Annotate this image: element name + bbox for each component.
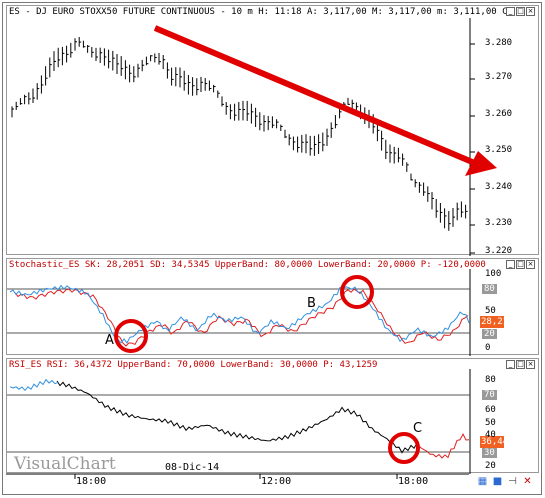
restore-button[interactable]: □ <box>516 7 525 16</box>
stoch-axis-80: 80 <box>482 284 497 294</box>
rsi-chart-svg <box>7 369 504 474</box>
restore-button[interactable]: □ <box>516 260 525 269</box>
rsi-axis-60: 60 <box>485 405 496 415</box>
close-button[interactable]: × <box>526 7 535 16</box>
rsi-value-tag: 36,44 <box>481 437 509 447</box>
stoch-value-tag-bg <box>480 316 504 328</box>
stoch-axis-0: 0 <box>485 343 491 353</box>
close-button[interactable]: × <box>526 360 535 369</box>
rsi-axis-80: 80 <box>485 375 496 385</box>
chart-icon[interactable]: ▦ <box>477 476 488 487</box>
stoch-axis-100: 100 <box>485 269 502 279</box>
price-chart-svg <box>11 18 497 256</box>
time-label-1: 18:00 <box>76 476 107 487</box>
stochastic-panel-header: Stochastic_ES SK: 28,2051 SD: 34,5345 Up… <box>9 260 486 270</box>
time-label-2: 12:00 <box>261 476 292 487</box>
minimize-button[interactable]: _ <box>506 360 515 369</box>
rsi-line-early <box>9 378 59 392</box>
annotation-circle-b <box>340 275 374 309</box>
time-axis-svg <box>6 473 469 479</box>
price-axis-ticks <box>470 43 475 254</box>
stoch-axis-20: 20 <box>482 329 497 339</box>
close-button[interactable]: × <box>526 260 535 269</box>
price-panel[interactable]: ES - DJ EURO STOXX50 FUTURE CONTINUOUS -… <box>6 5 539 256</box>
rsi-axis-30: 30 <box>482 448 497 458</box>
price-bars <box>11 36 468 231</box>
rsi-line-late <box>414 433 470 459</box>
date-label: 08-Dic-14 <box>165 462 220 473</box>
stochastic-panel[interactable]: Stochastic_ES SK: 28,2051 SD: 34,5345 Up… <box>6 258 539 356</box>
annotation-circle-c <box>388 432 420 464</box>
stochastic-panel-window-buttons: _ □ × <box>506 260 535 269</box>
visualchart-logo: VisualChart <box>14 454 116 474</box>
rsi-panel[interactable]: RSI_ES RSI: 36,4372 UpperBand: 70,0000 L… <box>6 358 539 474</box>
stoch-label-a: A <box>105 333 114 348</box>
trend-arrow-shaft <box>153 25 479 167</box>
rsi-axis-70: 70 <box>482 390 497 400</box>
price-label-4: 3.250 <box>485 145 513 155</box>
annotation-circle-a <box>114 319 148 353</box>
price-label-6: 3.230 <box>485 218 513 228</box>
save-icon[interactable]: ■ <box>492 476 503 487</box>
price-panel-window-buttons: _ □ × <box>506 7 535 16</box>
price-panel-header: ES - DJ EURO STOXX50 FUTURE CONTINUOUS -… <box>9 7 509 17</box>
minimize-button[interactable]: _ <box>506 7 515 16</box>
price-label-5: 3.240 <box>485 182 513 192</box>
rsi-panel-header: RSI_ES RSI: 36,4372 UpperBand: 70,0000 L… <box>9 360 378 370</box>
price-label-2: 3.270 <box>485 72 513 82</box>
stoch-value-tag: 28,21 <box>481 317 509 327</box>
price-label-7: 3.220 <box>485 246 513 254</box>
rsi-line <box>56 380 418 454</box>
rsi-value-tag-bg <box>480 436 504 448</box>
time-label-3: 18:00 <box>398 476 429 487</box>
price-label-1: 3.280 <box>485 38 513 48</box>
minimize-button[interactable]: _ <box>506 260 515 269</box>
rsi-label-c: C <box>413 421 423 436</box>
restore-button[interactable]: □ <box>516 360 525 369</box>
close-icon[interactable]: ✕ <box>523 476 532 487</box>
sk-line <box>9 284 470 344</box>
trend-arrow-head <box>465 151 497 176</box>
stoch-label-b: B <box>307 296 316 311</box>
rsi-axis-50: 50 <box>485 418 496 428</box>
sd-line <box>14 288 469 347</box>
rsi-panel-window-buttons: _ □ × <box>506 360 535 369</box>
rsi-axis-20: 20 <box>485 461 496 471</box>
rsi-axis-40: 40 <box>485 430 496 440</box>
pin-icon[interactable]: ⊣ <box>508 476 517 487</box>
stoch-axis-50: 50 <box>485 306 496 316</box>
time-axis[interactable]: 18:00 12:00 18:00 ▦ ■ ⊣ ✕ <box>6 473 539 493</box>
price-label-3: 3.260 <box>485 109 513 119</box>
stochastic-chart-svg <box>7 269 504 356</box>
